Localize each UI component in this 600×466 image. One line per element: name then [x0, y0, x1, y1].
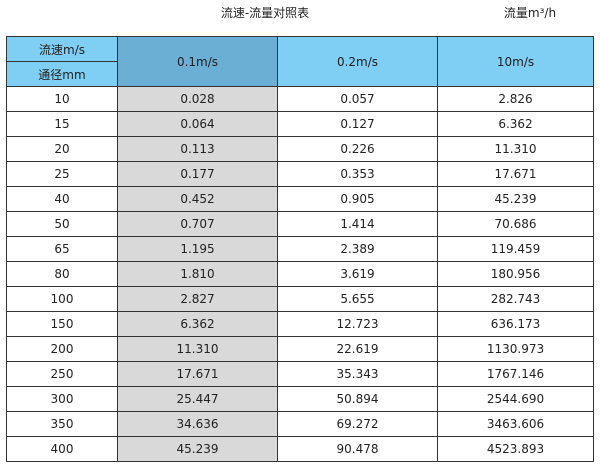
flow-cell: 11.310	[117, 336, 278, 362]
flow-cell: 12.723	[277, 311, 438, 337]
diameter-cell: 25	[6, 161, 118, 187]
flow-cell: 2544.690	[437, 386, 594, 412]
table-row: 250 17.671 35.343 1767.146	[6, 361, 594, 387]
table-row: 100 2.827 5.655 282.743	[6, 286, 594, 312]
corner-diameter-label: 通径mm	[6, 61, 118, 87]
flow-cell: 119.459	[437, 236, 594, 262]
table-row: 400 45.239 90.478 4523.893	[6, 436, 594, 462]
table-row: 80 1.810 3.619 180.956	[6, 261, 594, 287]
flow-cell: 636.173	[437, 311, 594, 337]
flow-cell: 17.671	[117, 361, 278, 387]
flow-cell: 0.028	[117, 86, 278, 112]
diameter-cell: 80	[6, 261, 118, 287]
flow-cell: 34.636	[117, 411, 278, 437]
flow-cell: 1.414	[277, 211, 438, 237]
flow-cell: 35.343	[277, 361, 438, 387]
column-header: 10m/s	[437, 36, 594, 87]
flow-cell: 6.362	[437, 111, 594, 137]
flow-cell: 2.389	[277, 236, 438, 262]
diameter-cell: 350	[6, 411, 118, 437]
diameter-cell: 300	[6, 386, 118, 412]
table-title: 流速-流量对照表	[220, 6, 310, 20]
flow-cell: 0.113	[117, 136, 278, 162]
flow-cell: 0.064	[117, 111, 278, 137]
flow-cell: 0.226	[277, 136, 438, 162]
diameter-cell: 400	[6, 436, 118, 462]
diameter-cell: 150	[6, 311, 118, 337]
diameter-cell: 10	[6, 86, 118, 112]
flow-cell: 0.905	[277, 186, 438, 212]
flow-cell: 4523.893	[437, 436, 594, 462]
table-row: 50 0.707 1.414 70.686	[6, 211, 594, 237]
table-row: 15 0.064 0.127 6.362	[6, 111, 594, 137]
flow-cell: 45.239	[117, 436, 278, 462]
flow-cell: 0.353	[277, 161, 438, 187]
diameter-cell: 50	[6, 211, 118, 237]
unit-label: 流量m³/h	[503, 6, 557, 20]
flow-cell: 3.619	[277, 261, 438, 287]
diameter-cell: 100	[6, 286, 118, 312]
flow-cell: 50.894	[277, 386, 438, 412]
flow-cell: 0.127	[277, 111, 438, 137]
table-row: 200 11.310 22.619 1130.973	[6, 336, 594, 362]
flow-cell: 0.177	[117, 161, 278, 187]
flow-cell: 2.827	[117, 286, 278, 312]
flow-cell: 0.452	[117, 186, 278, 212]
column-header: 0.2m/s	[277, 36, 438, 87]
flow-cell: 22.619	[277, 336, 438, 362]
table-row: 10 0.028 0.057 2.826	[6, 86, 594, 112]
flow-cell: 11.310	[437, 136, 594, 162]
table-row: 300 25.447 50.894 2544.690	[6, 386, 594, 412]
flow-cell: 180.956	[437, 261, 594, 287]
header-row: 流速m/s 0.1m/s 0.2m/s 10m/s	[6, 36, 594, 87]
diameter-cell: 200	[6, 336, 118, 362]
diameter-cell: 65	[6, 236, 118, 262]
table-row: 350 34.636 69.272 3463.606	[6, 411, 594, 437]
diameter-cell: 40	[6, 186, 118, 212]
flow-cell: 3463.606	[437, 411, 594, 437]
flow-cell: 70.686	[437, 211, 594, 237]
flow-cell: 6.362	[117, 311, 278, 337]
table-row: 150 6.362 12.723 636.173	[6, 311, 594, 337]
diameter-cell: 15	[6, 111, 118, 137]
flow-cell: 282.743	[437, 286, 594, 312]
table-row: 40 0.452 0.905 45.239	[6, 186, 594, 212]
flow-cell: 0.057	[277, 86, 438, 112]
flow-cell: 90.478	[277, 436, 438, 462]
flow-cell: 1.195	[117, 236, 278, 262]
flow-cell: 2.826	[437, 86, 594, 112]
column-header: 0.1m/s	[117, 36, 278, 87]
table-row: 65 1.195 2.389 119.459	[6, 236, 594, 262]
table-row: 20 0.113 0.226 11.310	[6, 136, 594, 162]
table-row: 25 0.177 0.353 17.671	[6, 161, 594, 187]
flow-rate-table: 流速m/s 0.1m/s 0.2m/s 10m/s 通径mm 10 0.028 0.…	[6, 36, 594, 462]
diameter-cell: 20	[6, 136, 118, 162]
flow-cell: 1130.973	[437, 336, 594, 362]
flow-cell: 17.671	[437, 161, 594, 187]
flow-cell: 69.272	[277, 411, 438, 437]
flow-cell: 1767.146	[437, 361, 594, 387]
flow-cell: 25.447	[117, 386, 278, 412]
flow-cell: 0.707	[117, 211, 278, 237]
flow-cell: 5.655	[277, 286, 438, 312]
flow-cell: 1.810	[117, 261, 278, 287]
header-row: 通径mm	[6, 61, 594, 87]
corner-velocity-label: 流速m/s	[6, 36, 118, 62]
flow-cell: 45.239	[437, 186, 594, 212]
diameter-cell: 250	[6, 361, 118, 387]
